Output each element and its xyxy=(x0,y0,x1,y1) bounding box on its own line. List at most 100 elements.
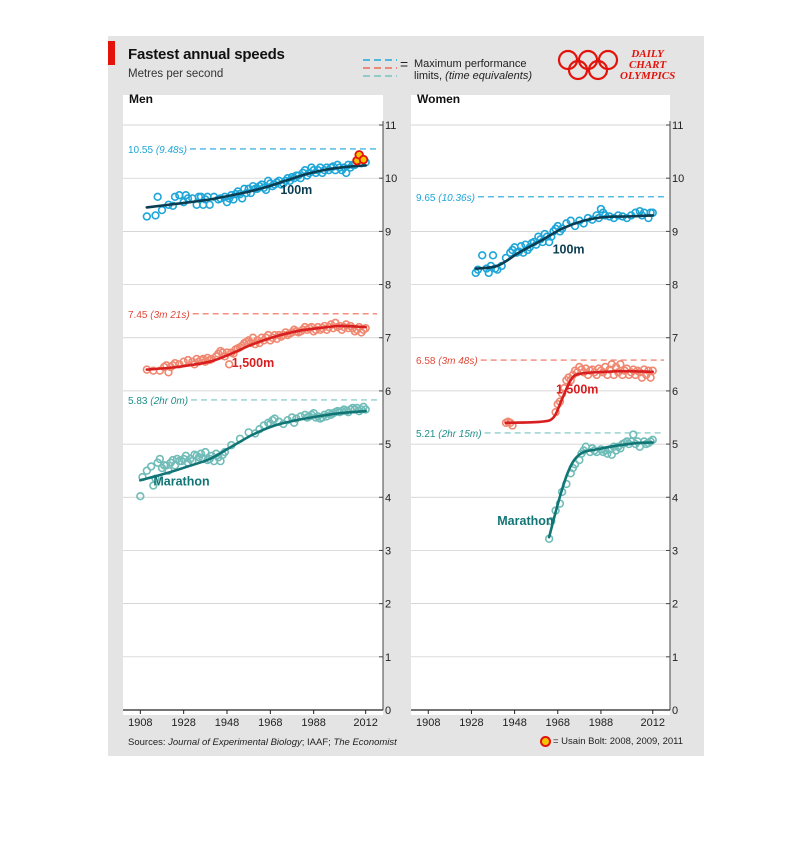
men-marathon-point xyxy=(155,454,165,464)
men-limit-time: (9.48s) xyxy=(156,145,187,156)
women-y-tick-label: 1 xyxy=(672,652,678,664)
men-x-tick-label: 1988 xyxy=(301,717,325,729)
women-y-tick-label: 11 xyxy=(672,120,683,132)
men-x-tick-label: 1948 xyxy=(215,717,239,729)
men-limit-time: (2hr 0m) xyxy=(150,396,188,407)
women-1500m-point xyxy=(616,360,625,369)
men-100m-point xyxy=(205,200,214,209)
men-y-tick-label: 1 xyxy=(385,652,391,664)
women-100m-point xyxy=(488,251,498,260)
women-limit-value: 9.65 xyxy=(416,193,438,204)
women-limit-time: (10.36s) xyxy=(438,193,475,204)
men-y-tick-label: 0 xyxy=(385,705,391,717)
men-y-tick-label: 8 xyxy=(385,280,391,292)
men-x-tick-label: 1908 xyxy=(128,717,152,729)
legend-text-line2b: (time equivalents) xyxy=(445,70,532,82)
legend-equals: = xyxy=(400,56,409,72)
women-x-tick-label: 2012 xyxy=(640,717,664,729)
men-y-tick-label: 6 xyxy=(385,386,391,398)
women-marathon-trend-line xyxy=(547,441,654,539)
women-panel-title: Women xyxy=(417,92,460,106)
legend-limit-lines xyxy=(363,59,397,77)
bolt-note-text: = Usain Bolt: 2008, 2009, 2011 xyxy=(553,736,684,747)
men-limit-value: 5.83 xyxy=(128,396,150,407)
women-100m-series-label: 100m xyxy=(553,243,585,257)
women-x-tick-label: 1908 xyxy=(416,717,440,729)
men-100m-series-label: 100m xyxy=(280,183,312,197)
men-marathon-point xyxy=(142,466,152,475)
men-marathon-trend-line xyxy=(139,409,367,482)
women-limit-label: 6.58 (3m 48s) xyxy=(416,356,478,367)
women-100m-point xyxy=(478,251,487,260)
women-100m-point xyxy=(635,206,644,216)
women-limit-value: 5.21 xyxy=(416,429,438,440)
sources-journal: Journal of Experimental Biology xyxy=(168,737,302,748)
women-marathon-point xyxy=(629,430,638,439)
women-y-tick-label: 5 xyxy=(672,439,678,451)
men-1500m-point xyxy=(344,323,353,333)
men-y-tick-label: 7 xyxy=(385,333,391,345)
bolt-note: = Usain Bolt: 2008, 2009, 2011 xyxy=(540,736,683,747)
men-limit-value: 10.55 xyxy=(128,145,156,156)
women-x-tick-label: 1948 xyxy=(502,717,526,729)
men-panel-title: Men xyxy=(129,92,153,106)
men-1500m-point xyxy=(224,360,234,369)
brand-line-3: OLYMPICS xyxy=(620,70,676,82)
men-100m-trend-line xyxy=(145,164,367,209)
men-100m-point xyxy=(237,194,247,203)
women-100m-trend-line xyxy=(474,214,654,270)
men-y-tick-label: 9 xyxy=(385,226,391,238)
women-y-tick-label: 8 xyxy=(672,280,678,292)
men-limit-label: 10.55 (9.48s) xyxy=(128,145,187,156)
red-tab-accent xyxy=(108,41,115,65)
men-marathon-point xyxy=(361,405,370,414)
bolt-marker-icon xyxy=(540,736,551,747)
sources-label: Sources: xyxy=(128,737,169,748)
women-marathon-series-label: Marathon xyxy=(497,514,553,528)
legend-text-line2a: limits, xyxy=(414,70,446,82)
women-y-tick-label: 7 xyxy=(672,333,678,345)
men-100m-point xyxy=(142,212,152,221)
women-1500m-trend-line xyxy=(504,369,654,425)
men-1500m-series-label: 1,500m xyxy=(232,356,274,370)
sources-mid: ; IAAF; xyxy=(301,737,334,748)
men-100m-point xyxy=(151,211,160,220)
men-marathon-point xyxy=(185,454,195,464)
men-y-tick-label: 10 xyxy=(385,173,397,185)
men-limit-time: (3m 21s) xyxy=(150,310,189,321)
women-limit-value: 6.58 xyxy=(416,356,438,367)
men-limit-value: 7.45 xyxy=(128,310,150,321)
men-y-tick-label: 4 xyxy=(385,492,391,504)
women-1500m-series-label: 1,500m xyxy=(556,383,598,397)
women-x-tick-label: 1928 xyxy=(459,717,483,729)
women-marathon-point xyxy=(603,449,612,458)
men-marathon-point xyxy=(250,429,260,438)
men-100m-point xyxy=(153,192,162,201)
women-marathon-point xyxy=(607,450,616,459)
women-y-tick-label: 2 xyxy=(672,599,678,611)
men-x-tick-label: 1968 xyxy=(258,717,282,729)
women-y-tick-label: 0 xyxy=(672,705,678,717)
women-y-tick-label: 4 xyxy=(672,492,678,504)
women-x-tick-label: 1988 xyxy=(589,717,613,729)
women-y-tick-label: 9 xyxy=(672,226,678,238)
men-marathon-point xyxy=(201,447,210,457)
women-limit-time: (2hr 15m) xyxy=(438,429,481,440)
women-limit-label: 5.21 (2hr 15m) xyxy=(416,429,482,440)
men-y-tick-label: 3 xyxy=(385,545,391,557)
women-y-tick-label: 3 xyxy=(672,545,678,557)
men-100m-point xyxy=(341,168,351,178)
sources-note: Sources: Journal of Experimental Biology… xyxy=(128,737,397,748)
chart-subtitle: Metres per second xyxy=(128,68,224,80)
men-100m-point xyxy=(170,192,180,201)
chart-title: Fastest annual speeds xyxy=(128,46,285,63)
women-plot-area xyxy=(411,95,670,715)
women-limit-time: (3m 48s) xyxy=(438,356,477,367)
women-100m-point xyxy=(557,224,567,233)
women-x-tick-label: 1968 xyxy=(546,717,570,729)
legend-text-line2: limits, (time equivalents) xyxy=(414,70,532,82)
men-1500m-trend-line xyxy=(145,324,367,371)
men-y-tick-label: 5 xyxy=(385,439,391,451)
men-1500m-point xyxy=(183,355,193,365)
